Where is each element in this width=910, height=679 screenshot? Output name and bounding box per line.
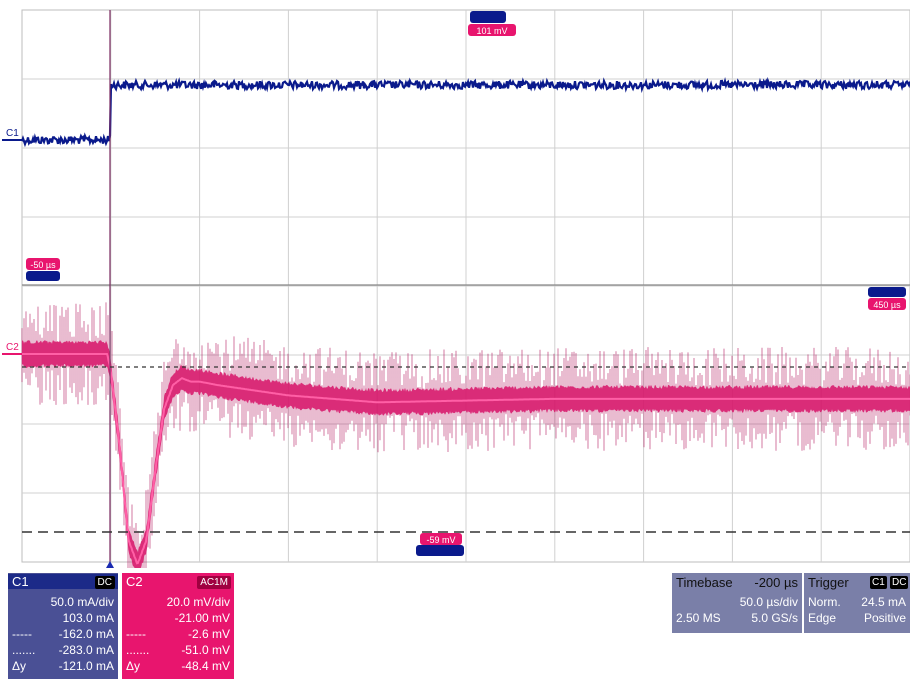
c2-channel-panel[interactable]: C2 AC1M 20.0 mV/div -21.00 mV ----- -2.6 … — [122, 573, 234, 679]
trigger-level: 24.5 mA — [861, 595, 906, 609]
trigger-header: Trigger C1 DC — [804, 575, 910, 590]
c1-delta-label: Δy — [12, 659, 27, 673]
c1-delta-row: Δy -121.0 mA — [8, 659, 118, 674]
c1-channel-panel[interactable]: C1 DC 50.0 mA/div 103.0 mA ----- -162.0 m… — [8, 573, 118, 679]
trigger-mode: Norm. — [808, 595, 841, 609]
trigger-type-row: Edge Positive — [804, 611, 910, 626]
c2-panel-header: C2 AC1M — [122, 574, 234, 589]
oscilloscope-display: C1 C2 101 mV -50 µs 450 µs -59 mV — [2, 9, 910, 568]
c2-cursor-row-2: ....... -51.0 mV — [122, 643, 234, 658]
cursor-top-flag-blue — [470, 11, 506, 23]
cursor-top-label: 101 mV — [476, 26, 507, 36]
cursor-bottom-flag — [420, 533, 462, 545]
c2-waveform — [21, 302, 910, 568]
c1-delta-value: -121.0 mA — [58, 659, 114, 673]
c1-cursor-1-value: -162.0 mA — [58, 627, 114, 641]
c2-panel-title: C2 — [126, 574, 143, 589]
c1-cursor-1-label: ----- — [12, 627, 32, 641]
cursor-left-label: -50 µs — [30, 260, 56, 270]
cursor-right-label: 450 µs — [873, 300, 901, 310]
timebase-sample-row: 2.50 MS 5.0 GS/s — [672, 611, 802, 626]
c1-cursor-2-value: -283.0 mA — [58, 643, 114, 657]
timebase-panel[interactable]: Timebase -200 µs 50.0 µs/div 2.50 MS 5.0… — [672, 573, 802, 633]
trigger-panel[interactable]: Trigger C1 DC Norm. 24.5 mA Edge Positiv… — [804, 573, 910, 633]
graticule — [21, 9, 910, 563]
c1-offset-row: 103.0 mA — [8, 611, 118, 626]
cursor-right-flag — [868, 298, 906, 310]
timebase-delay: -200 µs — [754, 575, 798, 590]
cursor-left-flag — [26, 258, 60, 270]
c1-trace — [20, 76, 910, 148]
cursor-bottom-flag-blue — [416, 545, 464, 556]
c2-cursor-2-label: ....... — [126, 643, 150, 657]
cursor-bottom-label: -59 mV — [426, 535, 455, 545]
c1-cursor-row-2: ....... -283.0 mA — [8, 643, 118, 658]
c2-coupling-badge: AC1M — [197, 576, 231, 589]
c2-ground-marker: C2 — [6, 342, 19, 353]
c1-ground-marker: C1 — [6, 128, 19, 139]
c2-cursor-row-1: ----- -2.6 mV — [122, 627, 234, 642]
c2-delta-value: -48.4 mV — [181, 659, 230, 673]
c2-offset-row: -21.00 mV — [122, 611, 234, 626]
trigger-label: Trigger — [808, 575, 849, 590]
c1-cursor-row-1: ----- -162.0 mA — [8, 627, 118, 642]
c1-panel-title: C1 — [12, 574, 29, 589]
cursor-top-flag — [468, 24, 516, 36]
timebase-rate: 5.0 GS/s — [751, 611, 798, 625]
c1-cursor-2-label: ....... — [12, 643, 36, 657]
trigger-type: Edge — [808, 611, 837, 625]
c1-coupling-badge: DC — [94, 576, 115, 589]
timebase-samples: 2.50 MS — [676, 611, 721, 625]
timebase-scale-row: 50.0 µs/div — [672, 595, 802, 610]
cursor-right-flag-blue — [868, 287, 906, 297]
trigger-slope: Positive — [863, 611, 906, 625]
c2-scale: 20.0 mV/div — [166, 595, 230, 609]
cursor-left-flag-blue — [26, 271, 60, 281]
c1-panel-header: C1 DC — [8, 574, 118, 589]
c2-cursor-1-label: ----- — [126, 627, 146, 641]
c1-offset: 103.0 mA — [62, 611, 114, 625]
c2-delta-row: Δy -48.4 mV — [122, 659, 234, 674]
c2-offset: -21.00 mV — [174, 611, 230, 625]
timebase-header: Timebase -200 µs — [672, 575, 802, 590]
c2-cursor-1-value: -2.6 mV — [187, 627, 230, 641]
trigger-position-arrow — [106, 561, 114, 568]
trigger-mode-row: Norm. 24.5 mA — [804, 595, 910, 610]
c2-cursor-2-value: -51.0 mV — [181, 643, 230, 657]
c1-scale: 50.0 mA/div — [50, 595, 114, 609]
c1-scale-row: 50.0 mA/div — [8, 595, 118, 610]
c2-scale-row: 20.0 mV/div — [122, 595, 234, 610]
c2-trace-center — [22, 353, 910, 565]
timebase-label: Timebase — [676, 575, 733, 590]
trigger-channel-badge: C1 — [870, 576, 887, 589]
trigger-coupling-badge: DC — [890, 576, 909, 589]
timebase-scale: 50.0 µs/div — [739, 595, 798, 609]
c1-waveform — [20, 76, 910, 148]
c2-delta-label: Δy — [126, 659, 141, 673]
